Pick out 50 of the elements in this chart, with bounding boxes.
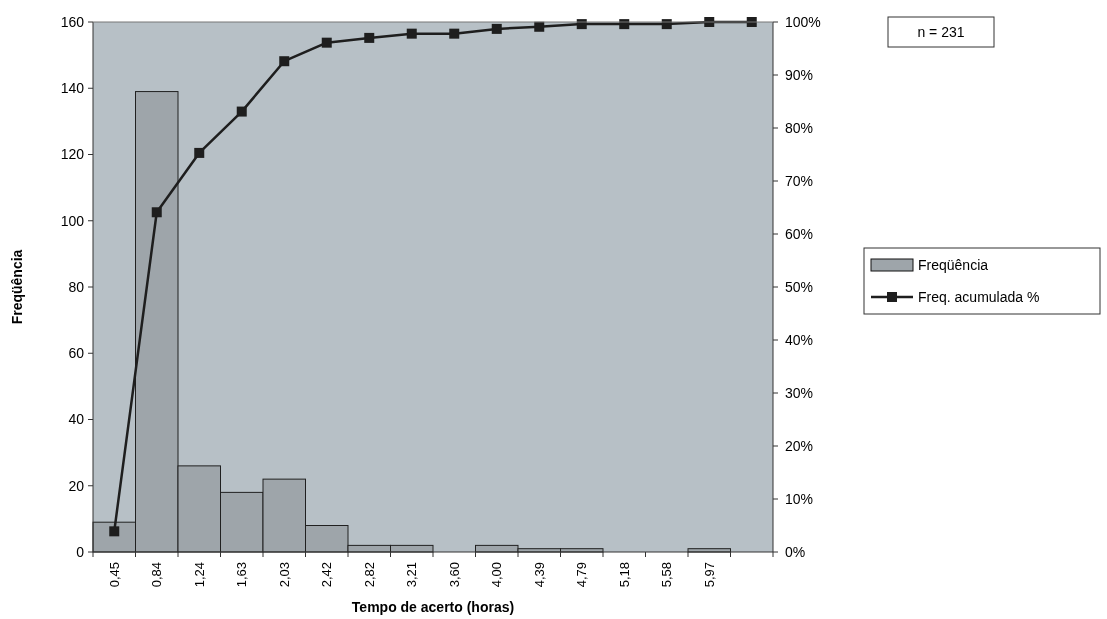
x-tick-label: 2,03: [276, 562, 292, 588]
y2-tick-label: 90%: [785, 66, 814, 83]
x-tick-label: 3,21: [404, 562, 420, 588]
point: [194, 147, 205, 158]
y2-tick-label: 30%: [785, 384, 814, 401]
x-axis-title: Tempo de acerto (horas): [351, 599, 515, 615]
y-tick-label: 100: [60, 212, 85, 229]
y-tick-label: 60: [68, 345, 85, 362]
x-tick-label: 1,63: [234, 562, 250, 588]
y2-tick-label: 20%: [785, 437, 814, 454]
x-tick-label: 1,24: [191, 562, 207, 588]
y-tick-label: 80: [68, 278, 85, 295]
y2-tick-label: 100%: [785, 13, 821, 30]
y2-tick-label: 40%: [785, 331, 814, 348]
y2-tick-label: 0%: [785, 543, 806, 560]
legend-label: Freq. acumulada %: [918, 288, 1040, 305]
point: [364, 32, 375, 43]
x-tick-label: 5,58: [659, 562, 675, 588]
y2-tick-label: 80%: [785, 119, 814, 136]
point: [406, 28, 417, 39]
y2-tick-label: 70%: [785, 172, 814, 189]
x-tick-label: 4,00: [489, 562, 505, 588]
y-tick-label: 160: [60, 13, 85, 30]
x-tick-label: 5,18: [616, 562, 632, 588]
y2-tick-label: 50%: [785, 278, 814, 295]
point: [491, 23, 502, 34]
y-tick-label: 120: [60, 146, 85, 163]
y2-tick-label: 10%: [785, 490, 814, 507]
text: n = 231: [917, 23, 965, 40]
legend-label: Freqüência: [918, 256, 989, 273]
x-tick-label: 0,84: [149, 562, 165, 588]
x-tick-label: 4,39: [531, 562, 547, 588]
x-tick-label: 3,60: [446, 562, 462, 588]
y-tick-label: 140: [60, 80, 85, 97]
x-tick-label: 2,42: [319, 562, 335, 588]
y-tick-label: 0: [76, 543, 85, 560]
point: [279, 56, 290, 67]
x-tick-label: 5,97: [701, 562, 717, 588]
point: [151, 207, 162, 218]
y-tick-label: 20: [68, 477, 85, 494]
x-tick-label: 0,45: [106, 562, 122, 588]
y-tick-label: 40: [68, 411, 85, 428]
point: [321, 37, 332, 48]
y-axis-title: Freqüência: [9, 249, 25, 325]
point: [236, 106, 247, 117]
x-tick-label: 2,82: [361, 562, 377, 588]
point: [449, 28, 460, 39]
point: [534, 21, 545, 32]
x-tick-label: 4,79: [574, 562, 590, 588]
y2-tick-label: 60%: [785, 225, 814, 242]
